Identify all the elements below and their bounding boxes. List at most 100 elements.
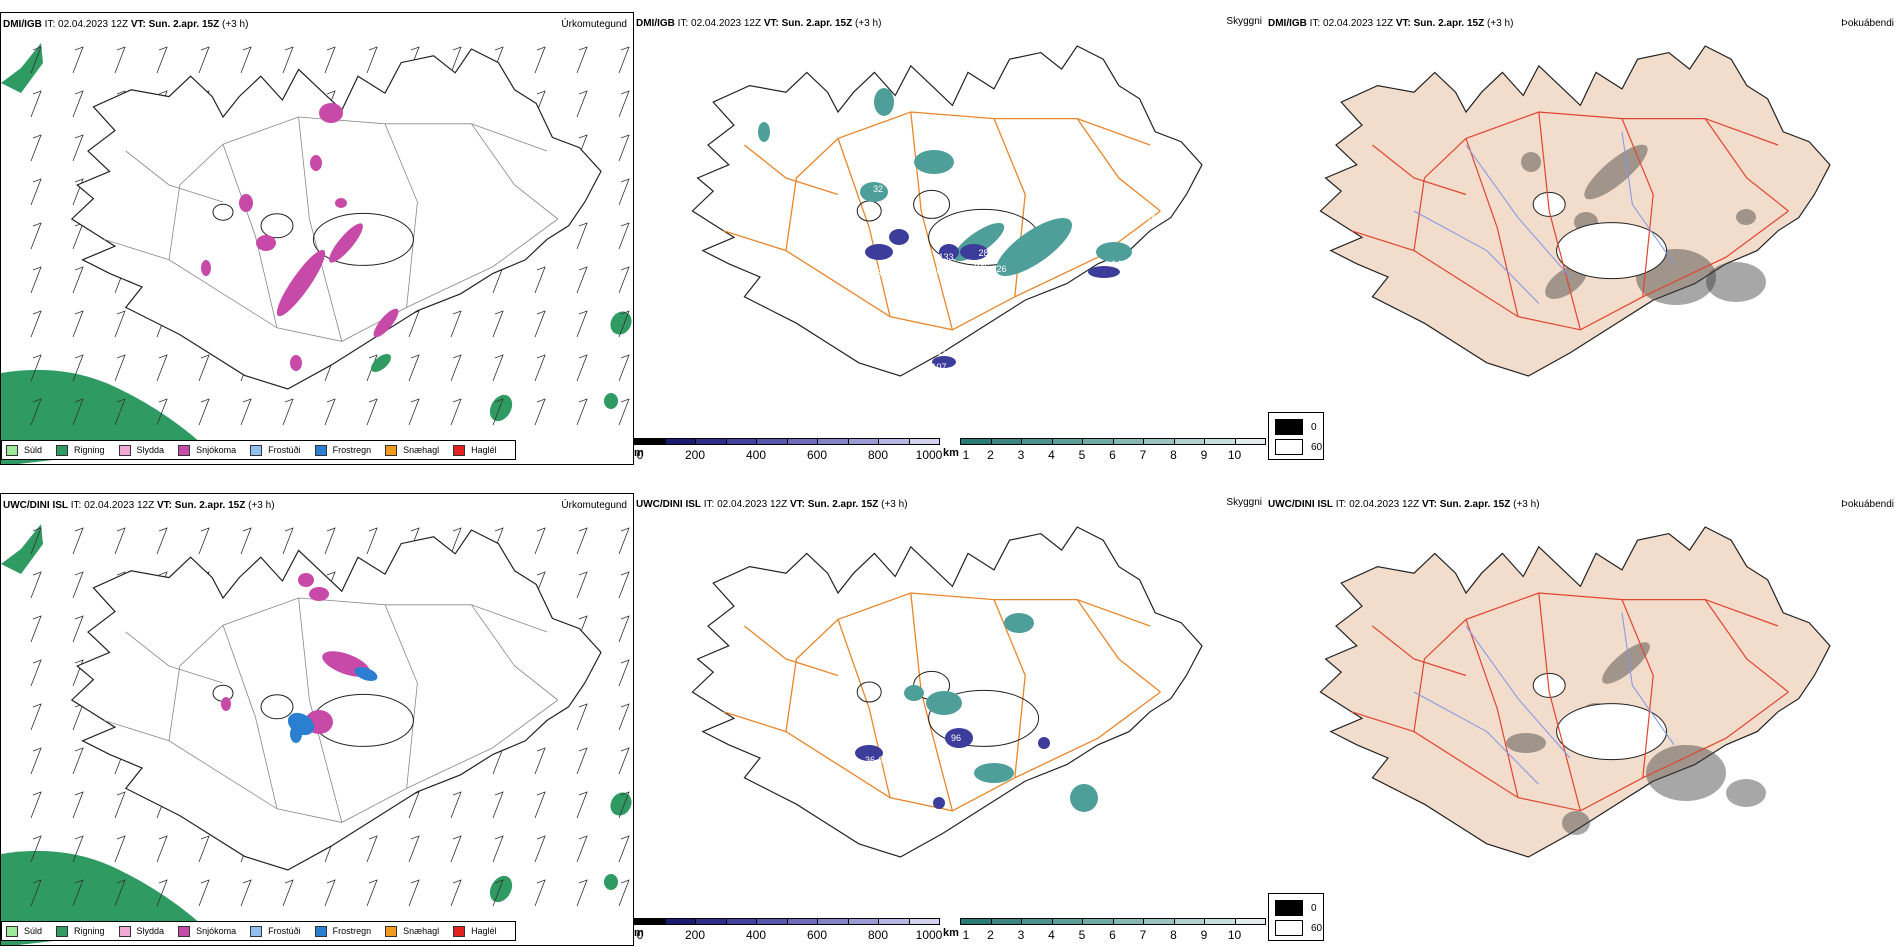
fog-area: [1545, 265, 1587, 299]
panel-title-precip: Úrkomutegund: [561, 500, 627, 511]
it-value: 02.04.2023 12Z: [84, 500, 155, 511]
colorbar-segment: [908, 438, 940, 445]
snow-area: [329, 223, 363, 263]
visibility-area: [914, 150, 954, 174]
cloud-base-label: 36: [865, 755, 875, 765]
legend-label: Súld: [24, 926, 43, 936]
lead-time: (+3 h): [222, 19, 249, 30]
rain-area-sea: [1, 43, 43, 93]
river-line: [1621, 131, 1675, 265]
wind-barb: [450, 835, 462, 863]
road-line: [910, 111, 954, 330]
fog-panel-bottom: UWC/DINI ISL IT: 02.04.2023 12Z VT: Sun.…: [1266, 493, 1900, 946]
road-line: [1538, 592, 1581, 811]
wind-barb: [156, 354, 168, 382]
colorbar-segment: [634, 918, 666, 925]
legend-swatch: [314, 444, 327, 456]
model-name: UWC/DINI ISL: [636, 499, 701, 510]
wind-barb: [408, 354, 420, 382]
wind-barb: [156, 527, 168, 555]
visibility-colorbar: 1 2 3 4 5 6 7 8 9 10: [960, 438, 1266, 462]
wind-barb: [30, 310, 42, 338]
clouds-panel-bottom: UWC/DINI ISL IT: 02.04.2023 12Z VT: Sun.…: [634, 493, 1274, 946]
it-value: 02.04.2023 12Z: [58, 19, 129, 30]
cloud-base-label: 135: [1176, 224, 1191, 234]
colorbar-tick: 1: [962, 448, 970, 462]
wind-barb: [618, 178, 630, 206]
wind-barb: [30, 398, 42, 426]
visibility-area: [904, 685, 924, 701]
colorbar-segment: [725, 438, 757, 445]
snow-area: [201, 260, 211, 276]
fog-area: [1506, 733, 1546, 753]
wind-barb: [618, 747, 630, 775]
panel-title-precip: Úrkomutegund: [561, 19, 627, 30]
precip-map[interactable]: [1, 13, 634, 465]
fog-map[interactable]: [1266, 493, 1900, 946]
road-line: [1076, 118, 1161, 212]
cloud-base-label: 126: [991, 264, 1006, 274]
wind-barb: [72, 835, 84, 863]
colorbar-segment: [725, 918, 757, 925]
cloud-base-area: [932, 356, 956, 368]
wind-barb: [492, 398, 504, 426]
fog-area: [1562, 811, 1590, 835]
wind-barb: [492, 791, 504, 819]
wind-barb: [618, 90, 630, 118]
colorbar-segment: [756, 918, 788, 925]
wind-barb: [282, 398, 294, 426]
cloud-base-label: 25: [989, 378, 999, 388]
precip-map[interactable]: [1, 494, 634, 946]
wind-barb: [534, 266, 546, 294]
rain-area-sea: [604, 874, 618, 890]
clouds-panel-top: DMI/IGB IT: 02.04.2023 12Z VT: Sun. 2.ap…: [634, 12, 1274, 465]
visibility-area: [1096, 242, 1132, 262]
wind-barb: [324, 46, 336, 74]
colorbar-segment: [1082, 438, 1114, 445]
wind-barb: [30, 835, 42, 863]
road-line: [471, 123, 559, 220]
legend-label: Haglél: [471, 445, 497, 455]
colorbar-tick: 10: [1227, 928, 1242, 942]
freezing-rain-area: [354, 667, 378, 681]
wind-barb: [30, 90, 42, 118]
fog-legend-swatch: [1275, 439, 1303, 455]
colorbar-segment: [1143, 438, 1175, 445]
road-line: [1372, 625, 1467, 677]
river-line: [1413, 691, 1540, 785]
colorbar-tick: 9: [1200, 928, 1208, 942]
vt-label: VT:: [763, 18, 779, 29]
road-line: [384, 604, 418, 789]
cloud-base-label: 107: [931, 362, 946, 372]
cloud-base-label: 246: [956, 663, 971, 673]
it-label: IT:: [703, 499, 715, 510]
lead-time: (+3 h): [1513, 499, 1540, 510]
colorbar-tick: 7: [1139, 928, 1147, 942]
cloud-base-label: 346: [974, 262, 989, 272]
colorbar-tick: 1: [962, 928, 970, 942]
wind-barb: [30, 222, 42, 250]
wind-barb: [72, 747, 84, 775]
colorbar-segment: [786, 918, 818, 925]
colorbar-segment: [1173, 918, 1205, 925]
wind-barb: [450, 398, 462, 426]
wind-barb: [618, 571, 630, 599]
legend-item: Frostúði: [250, 925, 301, 937]
fog-legend-swatch: [1275, 920, 1303, 936]
cloud-base-label: 128: [1136, 741, 1151, 751]
wind-barb: [114, 835, 126, 863]
wind-barb: [198, 527, 210, 555]
wind-barb: [198, 879, 210, 907]
snow-area: [290, 355, 302, 371]
wind-barb: [534, 354, 546, 382]
colorbar-tick: 9: [1200, 448, 1208, 462]
fog-map[interactable]: [1266, 12, 1900, 465]
precip-legend: Súld Rigning Slydda Snjókoma Frostúði Frostre…: [1, 440, 516, 460]
colorbar-segment: [878, 918, 910, 925]
model-name: UWC/DINI ISL: [1268, 499, 1333, 510]
snow-area: [221, 697, 231, 711]
fog-area: [1646, 745, 1726, 801]
iceland-land: [1319, 526, 1831, 858]
